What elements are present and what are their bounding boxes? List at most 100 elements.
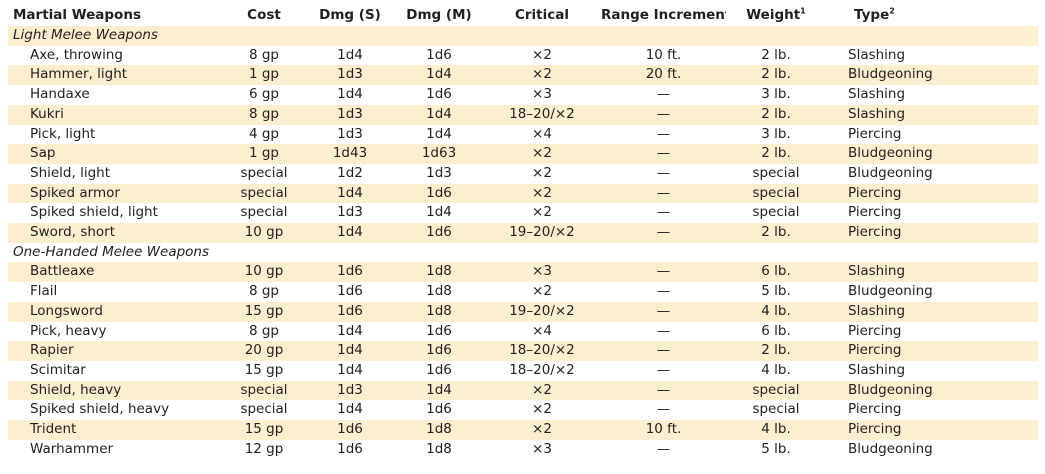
cell-weight: 4 lb. <box>726 420 826 440</box>
cell-name: Scimitar <box>30 361 86 378</box>
cell-range: — <box>656 204 671 221</box>
table-row: Trident 15 gp 1d6 1d8 ×2 10 ft. 4 lb. Piercing <box>8 420 1038 440</box>
cell-critical: ×3 <box>532 86 552 103</box>
cell-cost: 15 gp <box>244 361 284 378</box>
cell-dmg-m: 1d6 <box>395 223 483 243</box>
cell-type: Piercing <box>848 401 902 418</box>
cell-range: — <box>656 164 671 181</box>
cell-weight: 2 lb. <box>726 341 826 361</box>
cell-cost: special <box>223 183 305 204</box>
table-row: Battleaxe 10 gp 1d6 1d8 ×3—6 lb. Slashing <box>8 262 1038 283</box>
cell-cost: 8 gp <box>248 283 280 300</box>
cell-type: Bludgeoning <box>848 283 933 300</box>
section-heading-row: Light Melee Weapons <box>8 26 1038 46</box>
cell-dmg-s: 1d3 <box>305 380 395 401</box>
cell-name: Spiked armor <box>8 183 223 204</box>
cell-range: — <box>601 183 726 204</box>
cell-cost: special <box>240 204 288 221</box>
cell-dmg-s: 1d3 <box>305 104 395 125</box>
cell-dmg-m: 1d4 <box>426 204 452 221</box>
cell-type: Piercing <box>826 420 1038 440</box>
cell-range: — <box>656 361 671 378</box>
cell-cost: 8 gp <box>248 322 280 339</box>
cell-dmg-s: 1d4 <box>337 86 363 103</box>
header-critical: Critical <box>514 7 569 23</box>
cell-critical: 18–20/×2 <box>483 341 601 361</box>
table-row: Sword, short 10 gp 1d4 1d6 19–20/×2—2 lb. Pie… <box>8 223 1038 243</box>
cell-weight: special <box>752 204 800 221</box>
cell-critical: 18–20/×2 <box>483 104 601 125</box>
cell-name: Spiked shield, heavy <box>30 401 170 418</box>
cell-cost: 6 gp <box>248 86 280 103</box>
cell-dmg-s: 1d6 <box>337 440 363 457</box>
cell-range: — <box>656 322 671 339</box>
table-row: Hammer, light 1 gp 1d3 1d4 ×2 20 ft. 2 lb. Blud… <box>8 65 1038 86</box>
cell-type: Slashing <box>848 46 906 63</box>
cell-weight: special <box>726 380 826 401</box>
cell-dmg-m: 1d6 <box>395 183 483 204</box>
cell-cost: 15 gp <box>223 301 305 322</box>
cell-dmg-m: 1d3 <box>426 164 452 181</box>
table-row: Pick, heavy 8 gp 1d4 1d6 ×4 — 6 lb. Piercing <box>8 322 1038 342</box>
cell-weight: 2 lb. <box>726 65 826 86</box>
table-row: Spiked shield, light special 1d3 1d4 ×2 — spec… <box>8 203 1038 223</box>
cell-name: Rapier <box>8 341 223 361</box>
cell-dmg-s: 1d4 <box>337 361 363 378</box>
cell-type: Bludgeoning <box>848 164 933 181</box>
cell-cost: 8 gp <box>223 104 305 125</box>
cell-name: Pick, light <box>30 125 96 142</box>
cell-dmg-m: 1d4 <box>395 65 483 86</box>
cell-critical: ×2 <box>483 380 601 401</box>
section-title: One-Handed Melee Weapons <box>13 243 210 260</box>
header-range: Range Increment <box>601 7 726 23</box>
cell-dmg-s: 1d4 <box>337 401 363 418</box>
cell-critical: 18–20/×2 <box>509 361 575 378</box>
cell-critical: ×2 <box>532 164 552 181</box>
cell-critical: ×4 <box>532 125 552 142</box>
cell-dmg-m: 1d6 <box>426 86 452 103</box>
header-weight-footnote: 1 <box>800 6 806 16</box>
cell-range: — <box>656 86 671 103</box>
cell-dmg-m: 1d6 <box>426 401 452 418</box>
cell-range: — <box>601 262 726 283</box>
cell-type: Bludgeoning <box>848 440 933 457</box>
table-header-row: Martial Weapons Cost Dmg (S) Dmg (M) Cri… <box>8 4 1038 26</box>
cell-dmg-s: 1d43 <box>305 144 395 164</box>
cell-critical: ×2 <box>532 283 552 300</box>
cell-dmg-m: 1d6 <box>426 361 452 378</box>
cell-range: 20 ft. <box>601 65 726 86</box>
cell-range: — <box>656 401 671 418</box>
cell-weight: 4 lb. <box>726 301 826 322</box>
cell-weight: 6 lb. <box>761 322 791 339</box>
cell-cost: 20 gp <box>223 341 305 361</box>
cell-cost: 4 gp <box>248 125 280 142</box>
cell-name: Spiked shield, light <box>30 204 158 221</box>
cell-type: Slashing <box>848 86 906 103</box>
cell-name: Sap <box>8 144 223 164</box>
cell-critical: ×2 <box>483 65 601 86</box>
cell-type: Piercing <box>848 322 902 339</box>
cell-name: Hammer, light <box>8 65 223 86</box>
cell-type: Bludgeoning <box>826 380 1038 401</box>
cell-critical: ×3 <box>532 440 552 457</box>
cell-dmg-s: 1d4 <box>305 223 395 243</box>
cell-weight: special <box>752 401 800 418</box>
cell-range: — <box>601 380 726 401</box>
cell-critical: ×4 <box>532 322 552 339</box>
table-row: Kukri 8 gp 1d3 1d4 18–20/×2—2 lb. Slashing <box>8 104 1038 125</box>
cell-cost: special <box>240 401 288 418</box>
header-type-label: Type <box>854 7 890 23</box>
cell-dmg-m: 1d6 <box>426 322 452 339</box>
cell-name: Battleaxe <box>8 262 223 283</box>
cell-critical: ×2 <box>483 183 601 204</box>
header-dmg-m: Dmg (M) <box>406 7 472 23</box>
cell-dmg-m: 1d8 <box>426 440 452 457</box>
cell-weight: 2 lb. <box>761 46 791 63</box>
cell-range: — <box>601 341 726 361</box>
cell-name: Trident <box>8 420 223 440</box>
cell-type: Bludgeoning <box>826 65 1038 86</box>
cell-dmg-s: 1d3 <box>337 204 363 221</box>
cell-cost: 10 gp <box>223 262 305 283</box>
table-row: Longsword 15 gp 1d6 1d8 19–20/×2—4 lb. Slashi… <box>8 301 1038 322</box>
table-row: Pick, light 4 gp 1d3 1d4 ×4 — 3 lb. Piercing <box>8 125 1038 145</box>
